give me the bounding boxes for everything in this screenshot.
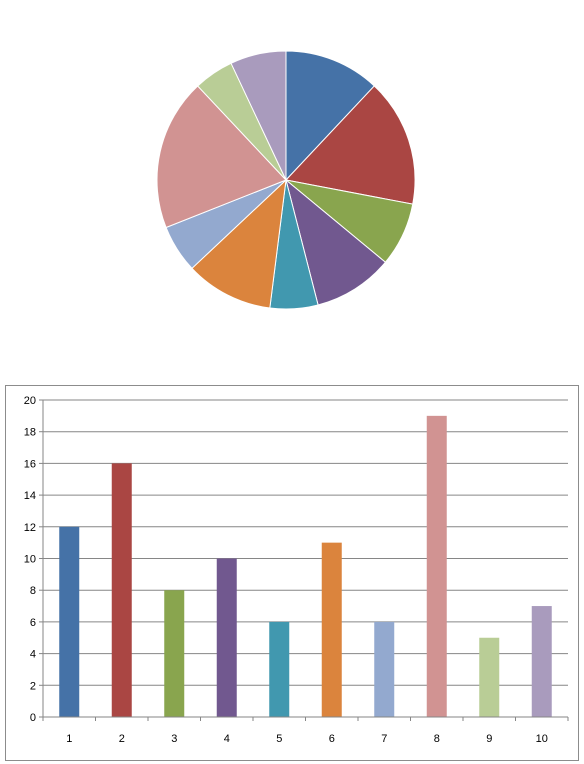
y-tick-label-10: 10 — [24, 554, 36, 566]
y-tick-label-16: 16 — [24, 458, 36, 470]
pie-slice-6 — [191, 178, 287, 309]
pie-slice-2 — [285, 85, 416, 205]
x-tick-label-5: 5 — [276, 733, 282, 745]
y-tick-label-18: 18 — [24, 427, 36, 439]
pie-slice-4 — [285, 178, 387, 306]
bar-9 — [479, 637, 500, 717]
bar-4 — [216, 558, 237, 717]
y-tick-label-4: 4 — [30, 649, 36, 661]
y-tick-label-2: 2 — [30, 680, 36, 692]
bar-2 — [111, 463, 132, 717]
bar-6 — [321, 542, 342, 717]
y-tick-label-12: 12 — [24, 522, 36, 534]
y-tick-label-8: 8 — [30, 585, 36, 597]
y-tick-label-20: 20 — [24, 395, 36, 407]
y-tick-label-0: 0 — [30, 712, 36, 724]
bar-1 — [59, 526, 80, 717]
bar-7 — [374, 621, 395, 717]
y-tick-label-6: 6 — [30, 617, 36, 629]
pie-slice-1 — [285, 50, 376, 182]
x-tick-label-8: 8 — [434, 733, 440, 745]
x-tick-label-4: 4 — [224, 733, 230, 745]
pie-slice-8 — [156, 85, 287, 229]
x-tick-label-1: 1 — [66, 733, 72, 745]
x-tick-label-9: 9 — [486, 733, 492, 745]
bar-10 — [531, 606, 552, 717]
x-tick-label-7: 7 — [381, 733, 387, 745]
pie-slice-10 — [230, 50, 287, 181]
x-tick-label-6: 6 — [329, 733, 335, 745]
x-tick-label-10: 10 — [536, 733, 548, 745]
x-tick-label-2: 2 — [119, 733, 125, 745]
y-tick-label-14: 14 — [24, 490, 36, 502]
x-tick-label-3: 3 — [171, 733, 177, 745]
bar-5 — [269, 621, 290, 717]
bar-8 — [426, 415, 447, 717]
pie-chart — [156, 50, 416, 310]
bar-3 — [164, 590, 185, 717]
bar-chart-area: 0 2 4 6 8 10 12 14 16 18 20 1 2 3 4 5 6 7 8 9 10 — [5, 385, 579, 761]
